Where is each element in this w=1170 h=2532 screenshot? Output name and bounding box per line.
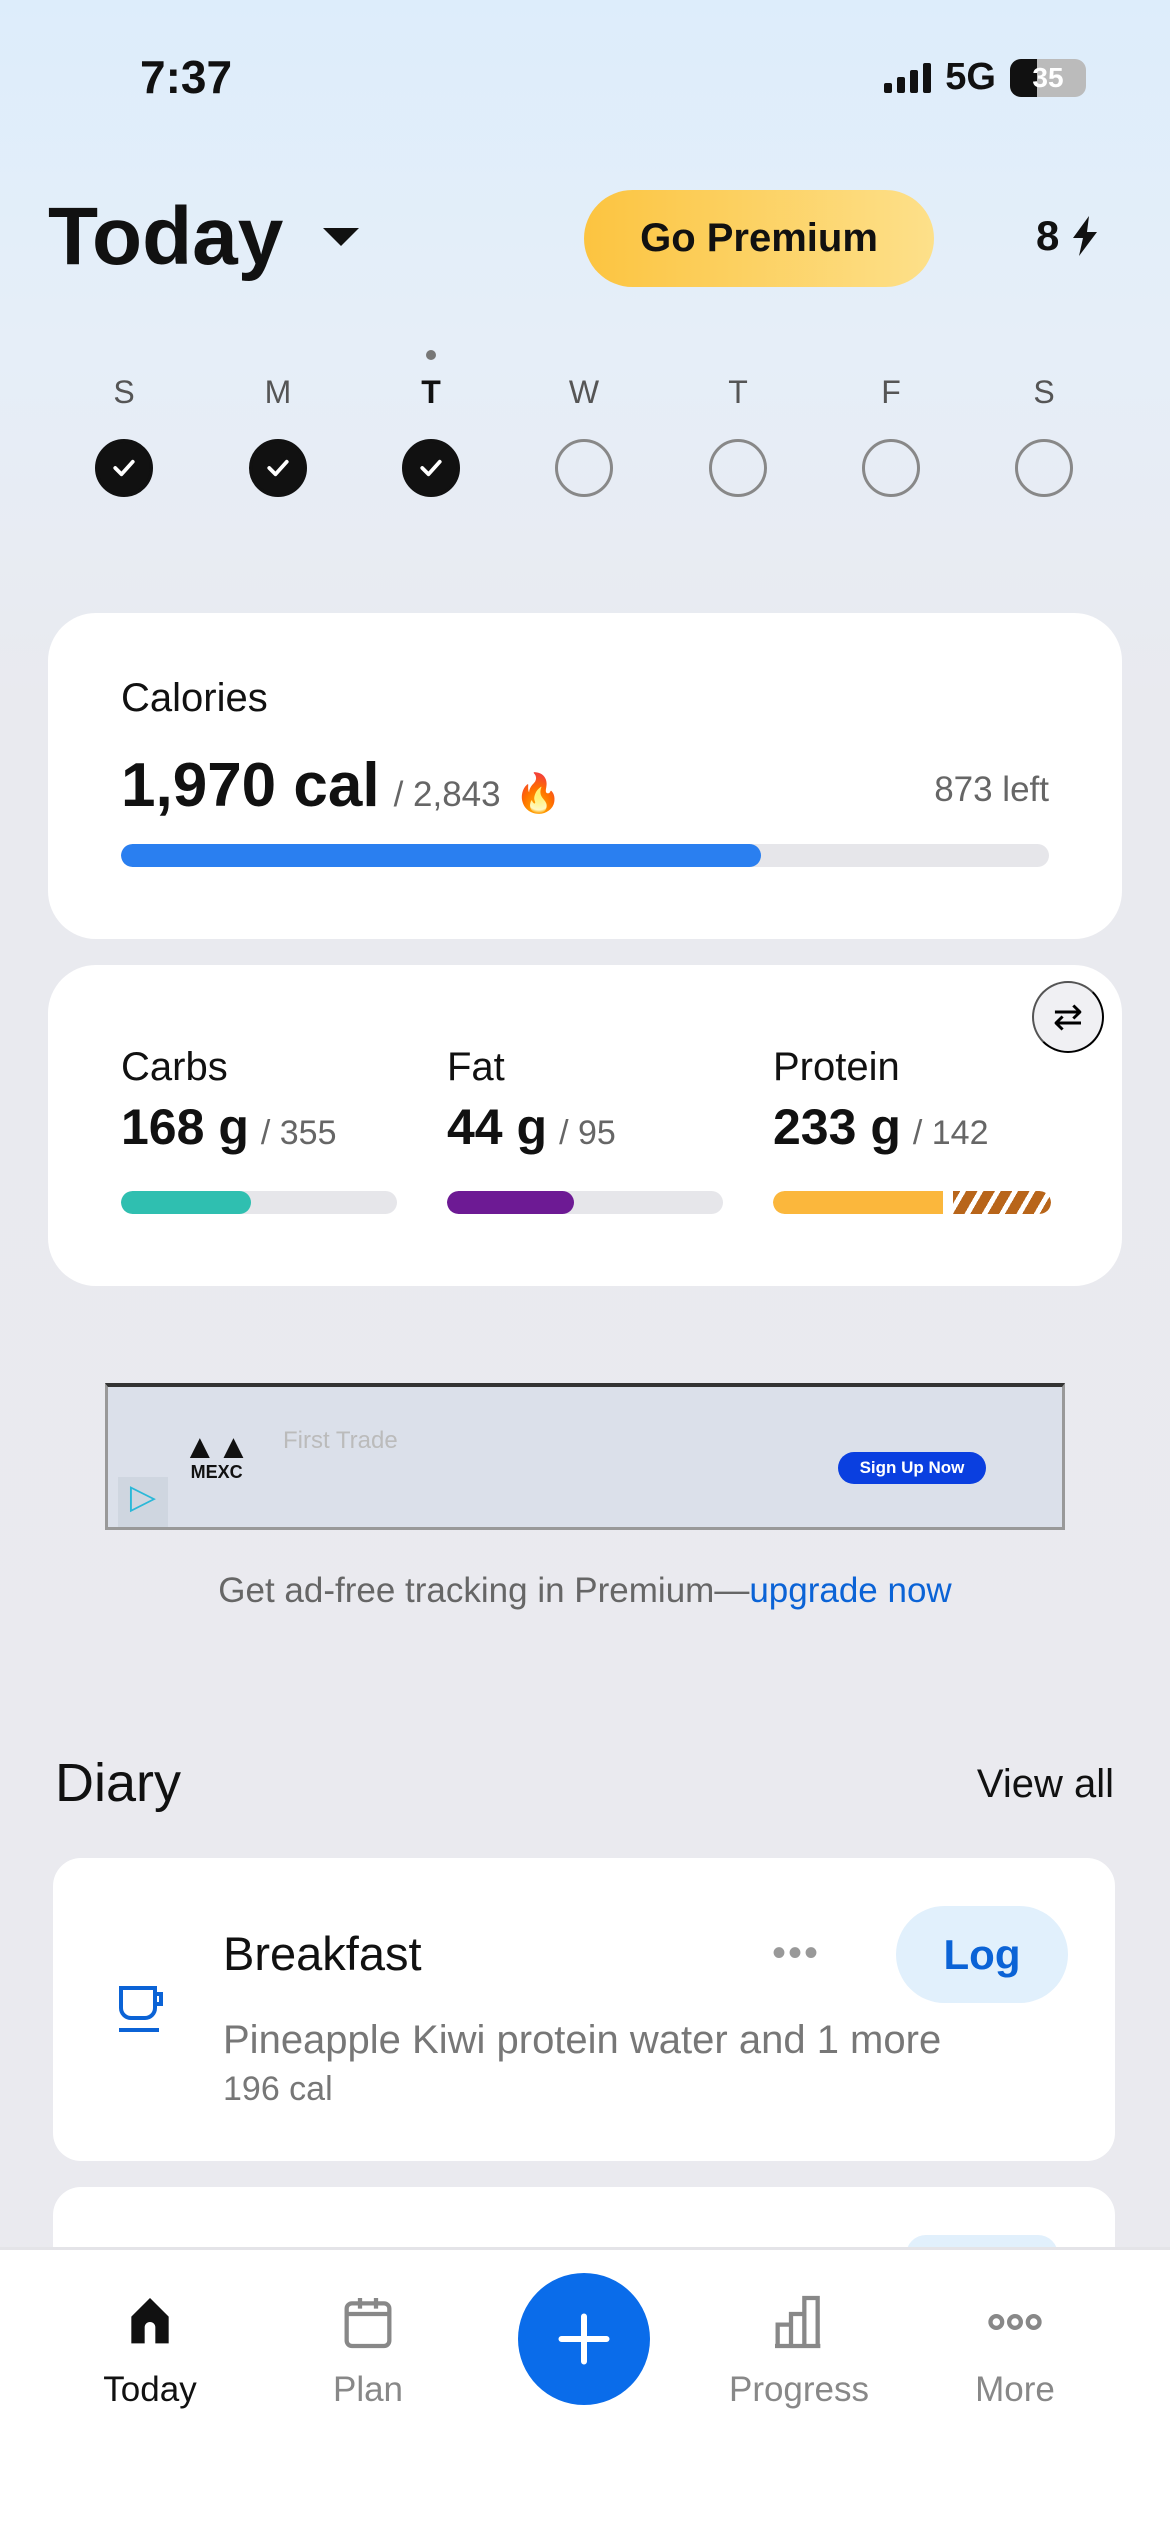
calories-card[interactable] [48,613,1122,939]
nav-label: Progress [728,2370,870,2409]
flame-icon: 🔥 [514,773,562,815]
day-status-incomplete[interactable] [862,439,920,497]
carbs-label: Carbs [121,1045,228,1089]
nav-plan[interactable]: Plan [268,2290,468,2410]
checkmark-icon [113,459,135,477]
view-all-link[interactable]: View all [976,1762,1114,1806]
ad-free-text: Get ad-free tracking in Premium— [218,1571,750,1610]
ad-free-promo: Get ad-free tracking in Premium—upgrade … [0,1571,1170,1611]
fat-consumed: 44 g [447,1099,548,1155]
calories-consumed: 1,970 cal [121,751,380,820]
ad-headline: First Trade [283,1427,398,1454]
ad-banner[interactable]: ▷ ▲▲ MEXC First Trade Sign Up Now [105,1383,1065,1530]
battery-level: 35 [1032,61,1064,93]
meal-description: Pineapple Kiwi protein water and 1 more [223,2018,942,2062]
nav-label: Today [103,2370,197,2409]
nav-today[interactable]: Today [50,2290,250,2410]
lightning-icon [1073,216,1098,256]
ad-cta-button[interactable]: Sign Up Now [838,1452,986,1484]
status-icons: 5G 35 [884,56,1086,99]
meal-calories: 196 cal [223,2070,333,2108]
chevron-down-icon [323,228,360,246]
ad-logo: ▲▲ MEXC [183,1428,251,1482]
protein-progress-bar [773,1191,1051,1214]
day-status-complete[interactable] [249,439,307,497]
day-letter: S [1033,374,1055,410]
calories-left: 873 left [934,770,1049,809]
page-title: Today [48,191,284,282]
day-letter: T [728,374,748,410]
day-letter: W [568,374,600,410]
protein-over-fill [952,1191,1051,1214]
calories-progress-bar [121,844,1049,867]
calories-progress-fill [121,844,762,867]
signal-icon [884,62,932,93]
checkmark-icon [267,459,289,477]
day-letter: S [113,374,135,410]
go-premium-button[interactable]: Go Premium [584,190,934,287]
protein-goal: / 142 [912,1114,989,1152]
fat-goal: / 95 [559,1114,616,1152]
swap-arrows-icon: ⇄ [1052,996,1084,1037]
carbs-value: 168 g / 355 [121,1098,336,1156]
protein-consumed: 233 g [773,1099,901,1155]
network-type: 5G [945,56,996,98]
day-status-complete[interactable] [402,439,460,497]
carbs-progress-bar [121,1191,397,1214]
day-status-incomplete[interactable] [709,439,767,497]
nav-label: Plan [332,2370,404,2409]
log-button[interactable]: Log [896,1906,1068,2003]
carbs-consumed: 168 g [121,1099,249,1155]
carbs-progress-fill [121,1191,251,1214]
meal-card-breakfast[interactable] [53,1858,1115,2161]
day-letter: T [421,374,441,410]
calories-value: 1,970 cal / 2,843 🔥 [121,750,562,821]
date-selector[interactable]: Today [48,190,360,284]
add-button[interactable] [518,2273,650,2405]
more-options-icon[interactable]: ••• [772,1931,821,1975]
checkmark-icon [420,459,442,477]
battery-icon: 35 [1010,58,1086,97]
diary-title: Diary [55,1753,182,1813]
fat-label: Fat [447,1045,505,1089]
ad-choices-icon[interactable]: ▷ [118,1477,168,1527]
day-status-incomplete[interactable] [1015,439,1073,497]
carbs-goal: / 355 [260,1114,337,1152]
nav-label: More [975,2370,1055,2409]
calendar-icon [344,2298,392,2349]
coffee-cup-icon [119,1986,163,2032]
day-status-complete[interactable] [95,439,153,497]
day-status-incomplete[interactable] [555,439,613,497]
calories-goal: / 2,843 [393,775,501,814]
home-icon [131,2298,169,2344]
plus-icon [558,2313,610,2365]
status-time: 7:37 [140,51,233,103]
upgrade-link[interactable]: upgrade now [749,1571,952,1610]
day-letter: F [881,374,901,410]
streak-counter[interactable]: 8 [1036,212,1099,260]
fat-progress-fill [447,1191,574,1214]
calories-label: Calories [121,676,268,720]
protein-value: 233 g / 142 [773,1098,988,1156]
protein-label: Protein [773,1045,900,1089]
protein-progress-fill [773,1191,943,1214]
macros-card[interactable] [48,965,1122,1286]
day-letter: M [264,374,292,410]
nav-progress[interactable]: Progress [699,2290,899,2410]
streak-count: 8 [1036,212,1060,259]
nav-more[interactable]: More [915,2290,1115,2410]
fat-value: 44 g / 95 [447,1098,616,1156]
bar-chart-icon [775,2295,821,2349]
today-indicator [426,350,436,360]
swap-view-button[interactable]: ⇄ [1032,981,1104,1053]
fat-progress-bar [447,1191,723,1214]
more-icon [988,2314,1042,2331]
meal-name: Breakfast [223,1927,422,1980]
